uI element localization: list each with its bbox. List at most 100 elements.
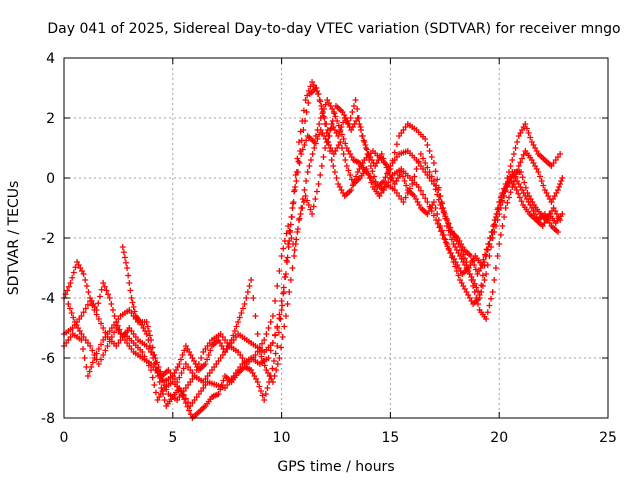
data-point — [187, 411, 194, 418]
data-point — [415, 158, 422, 165]
data-point — [488, 244, 495, 250]
data-point — [295, 158, 302, 165]
data-point — [269, 365, 276, 372]
data-point — [489, 235, 496, 241]
data-point — [328, 125, 335, 132]
data-point — [303, 109, 310, 115]
data-point — [104, 343, 111, 349]
data-point — [314, 136, 321, 142]
data-point — [470, 283, 477, 289]
data-point — [422, 136, 429, 142]
data-point — [84, 373, 91, 379]
data-point — [176, 385, 183, 391]
data-point — [519, 174, 526, 181]
data-point — [347, 115, 354, 121]
data-point — [303, 178, 310, 184]
data-point — [275, 329, 282, 336]
data-point — [514, 168, 521, 175]
data-point — [519, 155, 526, 162]
data-point — [288, 235, 295, 241]
data-point — [424, 164, 431, 171]
data-point — [494, 217, 501, 223]
data-point — [181, 396, 188, 403]
data-point — [507, 163, 514, 169]
data-point — [111, 329, 118, 336]
data-point — [143, 319, 150, 325]
y-tick-label: 4 — [46, 51, 55, 67]
data-point — [287, 277, 294, 283]
data-point — [280, 245, 287, 252]
data-point — [315, 181, 322, 187]
y-tick-label: -6 — [41, 351, 55, 367]
data-point — [269, 313, 276, 319]
data-point — [126, 280, 133, 286]
data-point — [78, 313, 85, 319]
data-point — [287, 229, 294, 235]
y-axis-label: SDTVAR / TECUs — [6, 181, 22, 296]
data-point — [349, 109, 356, 115]
data-point — [496, 211, 503, 217]
data-point — [499, 199, 506, 205]
data-point — [402, 194, 409, 201]
data-point — [437, 202, 444, 208]
data-point — [155, 373, 162, 379]
data-point — [467, 253, 474, 259]
data-point — [381, 160, 388, 166]
data-point — [426, 148, 433, 154]
data-point — [398, 169, 405, 175]
data-point — [368, 179, 375, 186]
data-point — [328, 157, 335, 163]
data-point — [316, 97, 323, 103]
data-point — [218, 382, 225, 388]
data-point — [315, 91, 322, 97]
data-point — [217, 386, 224, 393]
data-point — [143, 331, 150, 337]
data-point — [363, 166, 370, 172]
data-point — [228, 337, 235, 343]
data-point — [323, 121, 330, 127]
data-point — [481, 277, 488, 283]
data-point — [252, 313, 259, 319]
data-point — [557, 181, 564, 187]
data-point — [437, 228, 444, 235]
data-point — [198, 355, 205, 361]
data-point — [465, 265, 472, 271]
data-point — [356, 121, 363, 127]
data-point — [417, 187, 424, 194]
data-point — [179, 392, 186, 399]
data-points — [61, 79, 566, 421]
data-point — [450, 259, 457, 265]
data-point — [411, 173, 418, 180]
data-point — [146, 332, 153, 339]
data-point — [486, 302, 493, 309]
series-track-5 — [119, 85, 561, 421]
data-point — [283, 230, 290, 237]
data-point — [70, 269, 77, 276]
data-point — [430, 178, 437, 184]
data-point — [313, 85, 320, 91]
data-point — [347, 172, 354, 178]
data-point — [517, 159, 524, 166]
data-point — [151, 382, 158, 388]
data-point — [525, 130, 532, 136]
data-point — [241, 301, 248, 307]
x-tick-label: 25 — [599, 430, 617, 446]
data-point — [522, 184, 529, 191]
data-point — [148, 349, 155, 355]
data-point — [70, 314, 77, 321]
data-point — [263, 331, 270, 337]
data-point — [521, 179, 528, 186]
data-point — [202, 361, 209, 367]
data-point — [313, 188, 320, 195]
data-point — [439, 227, 446, 234]
data-point — [111, 313, 118, 319]
data-point — [119, 244, 126, 250]
data-point — [89, 347, 96, 354]
data-point — [523, 125, 530, 132]
data-point — [150, 355, 157, 361]
data-point — [557, 151, 564, 157]
data-point — [540, 182, 547, 189]
data-point — [305, 202, 312, 208]
data-point — [309, 211, 316, 217]
data-point — [439, 205, 446, 212]
